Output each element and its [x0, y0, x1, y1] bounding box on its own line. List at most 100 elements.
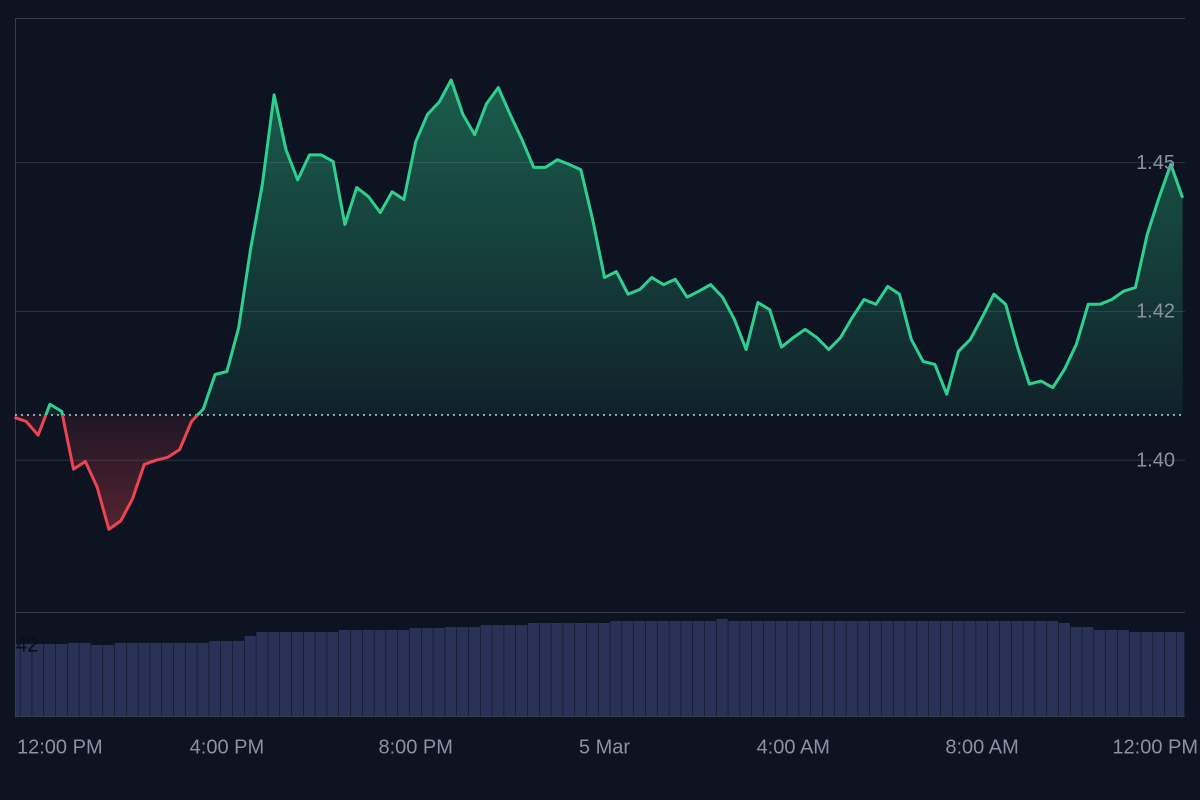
volume-bar [386, 629, 398, 716]
x-tick-label: 5 Mar [579, 736, 630, 758]
volume-bar [67, 642, 79, 716]
price-area [14, 79, 1183, 530]
volume-bar [303, 631, 315, 716]
volume-bar [1164, 631, 1177, 716]
volume-bar [16, 643, 20, 716]
volume-bar [315, 631, 327, 716]
volume-bar [1046, 620, 1059, 716]
volume-bar [1176, 631, 1185, 716]
x-tick-label: 4:00 AM [757, 736, 830, 758]
x-tick-label: 8:00 PM [378, 736, 452, 758]
volume-bar [728, 620, 740, 716]
volume-bar [598, 622, 610, 716]
volume-bar [563, 622, 575, 716]
volume-bar [480, 625, 492, 716]
volume-bar [244, 636, 256, 716]
volume-bar [397, 629, 410, 716]
volume-bar [1105, 629, 1118, 716]
volume-bar [1058, 622, 1070, 716]
volume-bar [1070, 627, 1082, 716]
volume-bar [669, 620, 681, 716]
volume-bar [1153, 631, 1165, 716]
volume-bar [126, 642, 138, 716]
volume-bar [173, 642, 186, 716]
volume-bar [681, 620, 693, 716]
volume-bar [999, 620, 1011, 716]
volume-bar [810, 620, 823, 716]
volume-bar [1035, 620, 1047, 716]
volume-bar [846, 620, 858, 716]
volume-bar [291, 631, 304, 716]
volume-bar [539, 622, 551, 716]
volume-bar [881, 620, 893, 716]
volume-bar [362, 629, 374, 716]
volume-bar [232, 640, 245, 716]
volume-bar [716, 618, 728, 716]
volume-bar [940, 620, 952, 716]
x-tick-label: 4:00 PM [190, 736, 264, 758]
volume-bar [1129, 631, 1141, 716]
volume-bar [692, 620, 705, 716]
x-tick-label: 8:00 AM [945, 736, 1018, 758]
volume-bar [622, 620, 634, 716]
volume-bar [374, 629, 386, 716]
volume-bar [928, 620, 941, 716]
volume-bar [114, 642, 127, 716]
volume-bar [515, 625, 528, 716]
volume-bar [150, 642, 162, 716]
volume-bar [893, 620, 905, 716]
volume-bar [976, 620, 988, 716]
volume-tick-label: 42 [16, 634, 38, 656]
volume-bar [905, 620, 917, 716]
volume-bar [740, 620, 752, 716]
volume-bar [44, 643, 56, 716]
x-tick-label: 12:00 PM [17, 736, 103, 758]
volume-bar [20, 643, 32, 716]
volume-bar [1117, 629, 1129, 716]
volume-bar [858, 620, 870, 716]
volume-bar [574, 622, 587, 716]
volume-bar [79, 642, 91, 716]
volume-bar [456, 627, 469, 716]
volume-bar [964, 620, 976, 716]
volume-bar [256, 631, 268, 716]
volume-bar [645, 620, 657, 716]
volume-bar [209, 640, 221, 716]
volume-bar [551, 622, 563, 716]
volume-bar [221, 640, 233, 716]
volume-bar [1094, 629, 1106, 716]
volume-bar [834, 620, 846, 716]
volume-bar [869, 620, 882, 716]
volume-bar [468, 627, 480, 716]
volume-bar [91, 644, 103, 716]
volume-bar [350, 629, 363, 716]
volume-bar [185, 642, 197, 716]
volume-bar [610, 620, 622, 716]
volume-bar [704, 620, 716, 716]
volume-bar [409, 627, 421, 716]
volume-bar [1082, 627, 1094, 716]
volume-bar [327, 631, 339, 716]
volume-bar [822, 620, 834, 716]
volume-bar [1011, 620, 1023, 716]
volume-bar [32, 643, 44, 716]
volume-bar [586, 622, 598, 716]
volume-bar [445, 627, 457, 716]
x-tick-label: 12:00 PM [1112, 736, 1198, 758]
volume-bar [492, 625, 504, 716]
volume-bar [103, 644, 115, 716]
volume-bar [268, 631, 280, 716]
volume-bar [775, 620, 787, 716]
volume-bar [55, 643, 68, 716]
volume-bar [138, 642, 150, 716]
y-tick-label: 1.42 [1136, 301, 1175, 323]
y-tick-label: 1.45 [1136, 152, 1175, 174]
volume-bar [787, 620, 799, 716]
volume-bar [1141, 631, 1153, 716]
volume-bar [504, 625, 516, 716]
y-tick-label: 1.40 [1136, 450, 1175, 472]
volume-bar [763, 620, 775, 716]
volume-bar [657, 620, 669, 716]
volume-bar [751, 620, 764, 716]
